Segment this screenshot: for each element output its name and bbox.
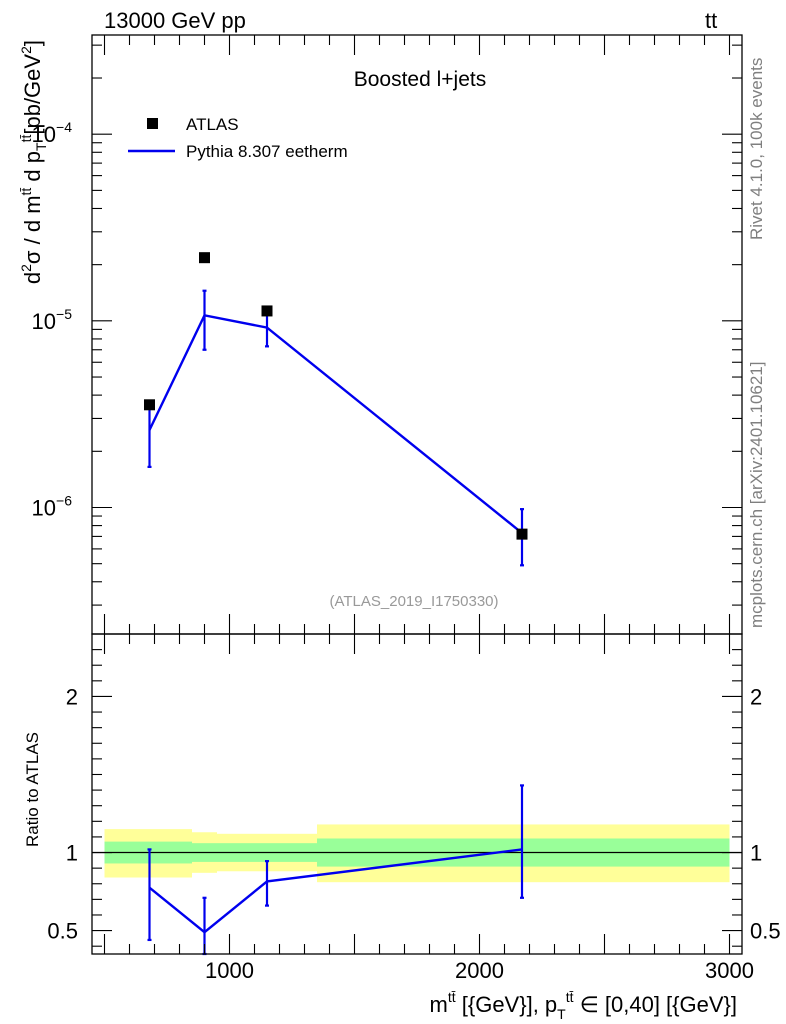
y-label-sup-2: 2 bbox=[18, 264, 34, 272]
y-label-close: ] bbox=[20, 40, 45, 46]
legend: ATLAS Pythia 8.307 eetherm bbox=[128, 115, 348, 161]
ratio-y-tick-label-left: 1 bbox=[66, 841, 78, 866]
ratio-pythia-line bbox=[148, 848, 523, 934]
atlas-data-point bbox=[144, 399, 155, 411]
ratio-axis-ticks: 0.5 0.5 1 1 2 2 1000 2000 3000 bbox=[47, 634, 781, 983]
y-label-units: [pb/GeV bbox=[20, 54, 45, 135]
main-y-tick-exponent: −5 bbox=[56, 306, 72, 322]
ratio-y-axis-label: Ratio to ATLAS bbox=[23, 732, 42, 847]
header-process-label: tt bbox=[705, 8, 717, 33]
main-y-tick-label: 10−4 bbox=[32, 119, 73, 147]
x-tick-label: 3000 bbox=[705, 958, 754, 983]
atlas-data-point bbox=[516, 528, 528, 540]
y-label-d: d bbox=[20, 272, 45, 284]
x-axis-label: mtt̄ [{GeV}], pTtt̄ ∈ [0,40] [{GeV}] bbox=[430, 989, 737, 1022]
main-y-tick-label: 10−6 bbox=[32, 492, 73, 520]
main-y-tick-exponent: −6 bbox=[56, 492, 72, 508]
ratio-y-tick-label-left: 0.5 bbox=[47, 919, 78, 944]
x-tick-label: 2000 bbox=[455, 958, 504, 983]
header-energy-label: 13000 GeV pp bbox=[104, 8, 246, 33]
pythia-line bbox=[148, 314, 523, 534]
x-label-sub-t: T bbox=[557, 1006, 566, 1022]
ratio-y-tick-label-right: 1 bbox=[750, 841, 762, 866]
ratio-y-tick-label-right: 0.5 bbox=[750, 919, 781, 944]
ratio-y-tick-label-right: 2 bbox=[750, 684, 762, 709]
main-panel: 10−610−510−4 Boosted l+jets (ATLAS_2019_… bbox=[18, 34, 743, 635]
legend-atlas-label: ATLAS bbox=[186, 115, 239, 134]
ratio-uncertainty-bands bbox=[104, 824, 730, 883]
legend-pythia-label: Pythia 8.307 eetherm bbox=[186, 142, 348, 161]
header-process-bar: ‾ bbox=[717, 0, 724, 13]
y-label-sup-units: 2 bbox=[18, 46, 34, 54]
main-y-tick-label: 10−5 bbox=[32, 306, 73, 334]
main-y-axis-label: d2σ / d mtt̄ d pTtt̄[pb/GeV2] bbox=[18, 40, 49, 284]
x-label-m: m bbox=[430, 992, 448, 1017]
x-label-units: [{GeV}], p bbox=[456, 992, 558, 1017]
x-label-sup-tt2: tt̄ bbox=[566, 989, 574, 1005]
y-label-sigma: σ / d m bbox=[20, 195, 45, 264]
ratio-frame bbox=[91, 633, 743, 955]
main-data-layer bbox=[144, 252, 528, 567]
analysis-tag: (ATLAS_2019_I1750330) bbox=[329, 593, 498, 610]
atlas-data-point bbox=[199, 252, 210, 264]
main-y-tick-exponent: −4 bbox=[56, 119, 72, 135]
atlas-data-point bbox=[261, 305, 273, 317]
ratio-y-tick-label-left: 2 bbox=[66, 684, 78, 709]
main-plot-title: Boosted l+jets bbox=[354, 68, 487, 91]
main-y-tick-base: 10 bbox=[32, 122, 56, 147]
y-label-sup-tt2: tt̄ bbox=[18, 135, 34, 143]
y-label-sup-tt: tt̄ bbox=[18, 188, 34, 196]
legend-atlas-marker bbox=[147, 118, 158, 129]
rivet-side-label: Rivet 4.1.0, 100k events bbox=[747, 58, 766, 240]
x-label-range: ∈ [0,40] [{GeV}] bbox=[574, 992, 738, 1017]
main-axis-ticks: 10−610−510−4 bbox=[32, 35, 742, 634]
main-y-tick-base: 10 bbox=[32, 495, 56, 520]
x-label-sup-tt: tt̄ bbox=[448, 989, 456, 1005]
y-label-sub-t: T bbox=[33, 142, 49, 151]
mcplots-side-label: mcplots.cern.ch [arXiv:2401.10621] bbox=[747, 362, 766, 628]
y-label-d2: d p bbox=[20, 151, 45, 188]
main-y-tick-base: 10 bbox=[32, 309, 56, 334]
x-tick-label: 1000 bbox=[205, 958, 254, 983]
